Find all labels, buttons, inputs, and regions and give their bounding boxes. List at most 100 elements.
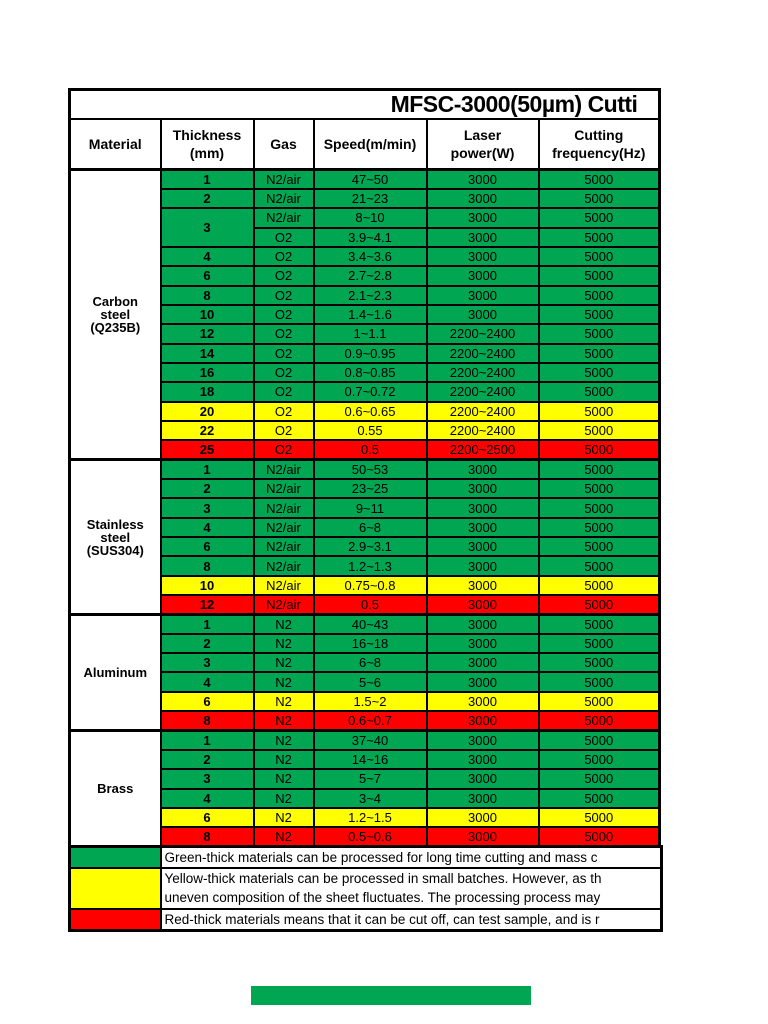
speed-cell: 16~18 (312, 632, 428, 655)
cutting-frequency-cell: 5000 (537, 245, 661, 268)
speed-cell: 0.75~0.8 (312, 574, 428, 597)
table-row: 6 N2/air 2.9~3.1 3000 5000 (70, 536, 661, 558)
thickness-cell: 8 (159, 555, 255, 577)
table-row: 12 N2/air 0.5 3000 5000 (70, 594, 661, 616)
thickness-cell: 3 (159, 768, 255, 790)
thickness-cell: 4 (159, 516, 255, 539)
thickness-cell: 18 (159, 381, 255, 403)
thickness-cell: 6 (159, 536, 255, 558)
gas-cell: N2 (252, 710, 315, 732)
thickness-cell: 3 (159, 207, 255, 248)
table-row: 3 N2/air 8~10 3000 5000 (70, 207, 661, 248)
table-row: 20 O2 0.6~0.65 2200~2400 5000 (70, 400, 661, 422)
table-row: 22 O2 0.55 2200~2400 5000 (70, 419, 661, 442)
table-row: Carbon steel (Q235B) 1 N2/air 47~50 3000 5000 (68, 167, 661, 461)
gas-cell: O2 (252, 419, 315, 442)
laser-power-cell: 3000 (425, 710, 540, 732)
thickness-cell: 6 (159, 806, 255, 829)
legend-text: Green-thick materials can be processed f… (159, 845, 663, 870)
speed-cell: 50~53 (312, 458, 428, 481)
thickness-cell: 1 (159, 458, 255, 481)
speed-cell: 0.5~0.6 (312, 826, 428, 848)
gas-cell: N2/air (252, 594, 315, 616)
gas-cell: N2 (252, 826, 315, 848)
speed-cell: 14~16 (312, 748, 428, 771)
thickness-cell: 8 (159, 284, 255, 306)
legend-swatch-yellow (68, 867, 162, 910)
speed-cell: 47~50 (312, 167, 428, 190)
gas-cell: O2 (252, 284, 315, 306)
table-row: 10 O2 1.4~1.6 3000 5000 (70, 303, 661, 326)
thickness-cell: 4 (159, 671, 255, 693)
gas-cell: O2 (252, 323, 315, 345)
legend-row: Red-thick materials means that it can be… (68, 907, 663, 932)
column-header-material: Material (68, 118, 162, 171)
laser-power-cell: 2200~2400 (425, 342, 540, 364)
speed-cell: 3.9~4.1 (312, 226, 428, 248)
cutting-frequency-cell: 5000 (537, 207, 661, 229)
speed-cell: 2.9~3.1 (312, 536, 428, 558)
gas-cell: O2 (252, 439, 315, 461)
speed-cell: 0.55 (312, 419, 428, 442)
table-row: 2 N2 16~18 3000 5000 (70, 632, 661, 655)
table-row: Brass 1 N2 37~40 3000 5000 (68, 728, 661, 848)
legend-body: Green-thick materials can be processed f… (68, 845, 663, 932)
thickness-cell: 2 (159, 748, 255, 771)
thickness-cell: 1 (159, 728, 255, 751)
speed-cell: 2.1~2.3 (312, 284, 428, 306)
thickness-cell: 2 (159, 477, 255, 500)
thickness-cell: 3 (159, 497, 255, 519)
table-row: 8 N2/air 1.2~1.3 3000 5000 (70, 555, 661, 577)
cutting-frequency-cell: 5000 (537, 555, 661, 577)
gas-cell: N2/air (252, 187, 315, 210)
speed-cell: 1.2~1.5 (312, 806, 428, 829)
cutting-frequency-cell: 5000 (537, 167, 661, 190)
gas-cell: O2 (252, 303, 315, 326)
cutting-frequency-cell: 5000 (537, 768, 661, 790)
column-header-laser-power: Laser power(W) (425, 118, 540, 171)
legend-text-line: uneven composition of the sheet fluctuat… (164, 890, 601, 906)
speed-cell: 0.6~0.7 (312, 710, 428, 732)
speed-cell: 1~1.1 (312, 323, 428, 345)
thickness-cell: 25 (159, 439, 255, 461)
cutting-frequency-cell: 5000 (537, 226, 661, 248)
legend-table: Green-thick materials can be processed f… (68, 845, 663, 932)
gas-cell: N2/air (252, 497, 315, 519)
table-row: 25 O2 0.5 2200~2500 5000 (70, 439, 661, 461)
thickness-cell: 10 (159, 574, 255, 597)
gas-cell: N2/air (252, 458, 315, 481)
table-row: 14 O2 0.9~0.95 2200~2400 5000 (70, 342, 661, 364)
laser-power-cell: 2200~2400 (425, 381, 540, 403)
laser-power-cell: 3000 (425, 574, 540, 597)
laser-power-cell: 3000 (425, 207, 540, 229)
laser-power-cell: 2200~2400 (425, 323, 540, 345)
material-cell: Stainless steel (SUS304) (68, 458, 162, 616)
cutting-frequency-cell: 5000 (537, 671, 661, 693)
table-row: 4 N2 5~6 3000 5000 (70, 671, 661, 693)
thickness-cell: 10 (159, 303, 255, 326)
speed-cell: 5~7 (312, 768, 428, 790)
laser-power-cell: 3000 (425, 536, 540, 558)
laser-power-cell: 3000 (425, 245, 540, 268)
gas-cell: N2 (252, 768, 315, 790)
cutting-frequency-cell: 5000 (537, 516, 661, 539)
gas-cell: N2/air (252, 555, 315, 577)
cutting-frequency-cell: 5000 (537, 187, 661, 210)
laser-power-cell: 3000 (425, 787, 540, 809)
laser-power-cell: 3000 (425, 652, 540, 674)
cutting-frequency-cell: 5000 (537, 710, 661, 732)
table-row: O2 3.9~4.1 3000 5000 (70, 226, 661, 248)
material-cell: Carbon steel (Q235B) (68, 167, 162, 461)
cutting-parameters-table: MFSC-3000(50µm) Cutti Material Thickness… (68, 88, 662, 849)
thickness-cell: 22 (159, 419, 255, 442)
table-row: 4 N2/air 6~8 3000 5000 (70, 516, 661, 539)
laser-power-cell: 3000 (425, 632, 540, 655)
cutting-frequency-cell: 5000 (537, 477, 661, 500)
column-header-thickness: Thickness (mm) (159, 118, 255, 171)
gas-cell: N2/air (252, 574, 315, 597)
table-row: 6 O2 2.7~2.8 3000 5000 (70, 265, 661, 287)
table-title: MFSC-3000(50µm) Cutti (68, 88, 661, 120)
cutting-frequency-cell: 5000 (537, 536, 661, 558)
laser-power-cell: 3000 (425, 303, 540, 326)
cutting-frequency-cell: 5000 (537, 284, 661, 306)
